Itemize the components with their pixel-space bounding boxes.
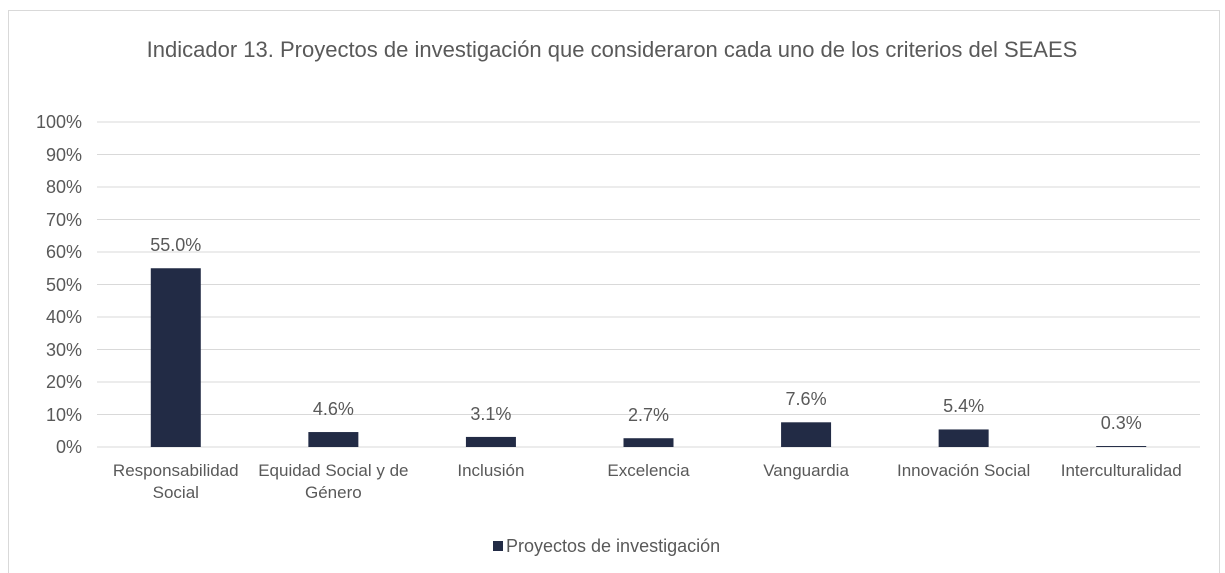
bar bbox=[781, 422, 832, 447]
bar bbox=[308, 432, 359, 447]
x-tick-label: Responsabilidad Social bbox=[112, 461, 239, 502]
bar bbox=[465, 436, 516, 447]
legend-label: Proyectos de investigación bbox=[506, 536, 721, 556]
data-label: 2.7% bbox=[627, 405, 670, 426]
y-tick-label: 100% bbox=[35, 112, 82, 132]
bar bbox=[938, 429, 989, 447]
x-tick-label: Equidad Social y de Género bbox=[258, 461, 409, 502]
chart-frame bbox=[8, 10, 1220, 573]
x-tick-label: Vanguardia bbox=[763, 461, 849, 480]
data-label: 0.3% bbox=[1100, 413, 1142, 434]
x-tick-label: Interculturalidad bbox=[1060, 461, 1182, 480]
y-tick-label: 50% bbox=[45, 274, 82, 295]
data-label: 7.6% bbox=[785, 389, 827, 410]
bar bbox=[623, 438, 674, 447]
chart-title: Indicador 13. Proyectos de investigación… bbox=[146, 37, 1078, 62]
bar bbox=[1096, 446, 1147, 447]
y-tick-label: 20% bbox=[45, 372, 82, 392]
y-tick-label: 40% bbox=[45, 307, 82, 327]
y-tick-label: 60% bbox=[45, 242, 82, 262]
bar bbox=[150, 268, 201, 447]
y-tick-label: 0% bbox=[55, 437, 82, 457]
legend-marker bbox=[493, 541, 503, 551]
data-label: 3.1% bbox=[470, 403, 512, 424]
y-tick-label: 70% bbox=[45, 209, 82, 230]
x-tick-label: Excelencia bbox=[607, 461, 690, 480]
x-tick-label: Inclusión bbox=[457, 461, 525, 480]
y-tick-label: 90% bbox=[45, 144, 82, 165]
y-tick-label: 10% bbox=[45, 404, 82, 425]
y-tick-label: 30% bbox=[45, 339, 82, 360]
x-tick-label: Innovación Social bbox=[897, 461, 1031, 480]
data-label: 5.4% bbox=[943, 396, 985, 417]
data-label: 55.0% bbox=[150, 235, 202, 256]
data-label: 4.6% bbox=[312, 399, 354, 420]
y-tick-label: 80% bbox=[45, 177, 82, 197]
